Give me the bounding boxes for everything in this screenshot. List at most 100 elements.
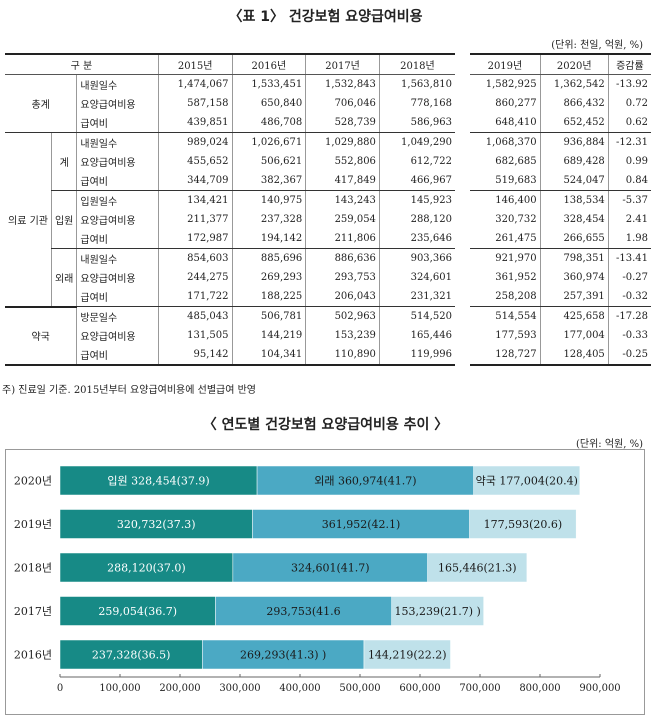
cell: 153,239: [305, 326, 380, 345]
bar-segment: [59, 639, 203, 670]
cell: 134,421: [157, 190, 233, 210]
table-row: 급여비 172,987 194,142 211,806 235,646 261,…: [5, 229, 651, 249]
cell: 320,732: [495, 214, 537, 225]
cell: 689,428: [539, 152, 609, 171]
cell: 1,582,925: [485, 79, 537, 90]
cell: 524,047: [539, 171, 609, 191]
x-tick-label: 100,000: [99, 683, 140, 694]
cell: 0.99: [607, 152, 651, 171]
cell: 1,532,843: [305, 74, 380, 94]
cell: -0.27: [607, 268, 651, 287]
data-label: 153,239(21.7) ): [394, 605, 480, 618]
chart-unit: (단위: 억원, %): [575, 439, 643, 450]
row-label: 요양급여비용: [76, 326, 159, 345]
row-label: 급여비: [76, 171, 159, 191]
cell: 235,646: [378, 229, 455, 249]
cell: -0.25: [607, 345, 651, 366]
bar-segment: [473, 465, 581, 496]
x-tick-label: 300,000: [219, 683, 260, 694]
cell: 382,367: [231, 171, 306, 191]
row-label: 내원일수: [76, 248, 159, 268]
x-tick-label: 400,000: [279, 683, 320, 694]
cost-table: 구 분 2015년 2016년 2017년 2018년 2019년 2020년 …: [5, 53, 651, 366]
subgroup-label: 입원: [50, 190, 77, 249]
cell: 439,851: [157, 113, 233, 133]
cell: 0.84: [607, 171, 651, 191]
bar-segment: [469, 509, 577, 539]
row-label: 요양급여비용: [76, 94, 159, 113]
header-year: 2015년: [157, 53, 233, 75]
row-label: 급여비: [76, 229, 159, 249]
cell: 903,366: [378, 248, 455, 268]
cell: 171,722: [157, 287, 233, 307]
x-tick-label: 900,000: [579, 683, 620, 694]
cell: 258,208: [470, 287, 541, 307]
cell: 172,987: [157, 229, 233, 249]
cell: 514,520: [378, 306, 455, 326]
cell: 324,601: [378, 268, 455, 287]
cell: 485,043: [157, 306, 233, 326]
cell: 211,806: [305, 229, 380, 249]
data-label: 320,732(37.3): [117, 518, 196, 531]
table-row: 약국 방문일수 485,043 506,781 502,963 514,520 …: [5, 305, 651, 366]
table-unit: (단위: 천일, 억원, %): [551, 40, 643, 51]
bar-segment: [59, 509, 253, 539]
cell: 1,026,671: [231, 132, 306, 152]
cell: 552,806: [305, 152, 380, 171]
header-year: 2018년: [378, 53, 455, 75]
cell: 360,974: [539, 268, 609, 287]
table-row: 급여비 344,709 382,367 417,849 466,967 519,…: [5, 171, 651, 191]
cell: 128,727: [470, 345, 541, 366]
table-row: 요양급여비용 587,158 650,840 706,046 778,168 8…: [5, 94, 651, 113]
cell: -5.37: [607, 190, 651, 210]
data-label: 324,601(41.7): [291, 562, 370, 575]
cell: 1,068,370: [485, 137, 537, 148]
cell: 921,970: [495, 253, 537, 264]
table-row: 급여비 95,142 104,341 110,890 119,996 128,7…: [5, 345, 651, 366]
row-label: 요양급여비용: [76, 152, 159, 171]
cell: 259,054: [305, 210, 380, 229]
cell: 854,603: [157, 248, 233, 268]
table-row: 급여비 439,851 486,708 528,739 586,963 648,…: [5, 113, 651, 133]
cell: 425,658: [539, 306, 609, 326]
cell: 648,410: [470, 113, 541, 133]
header-year: 2016년: [231, 53, 306, 75]
row-label: 방문일수: [76, 306, 159, 326]
bar-segment: [215, 596, 392, 626]
cell: 1,029,880: [305, 132, 380, 152]
cell: 194,142: [231, 229, 306, 249]
cell: 0.72: [607, 94, 651, 113]
cell: 519,683: [470, 171, 541, 191]
category-label: 2016년: [14, 649, 52, 662]
cell: 586,963: [378, 113, 455, 133]
table-row: 외래 내원일수 854,603 885,696 886,636 903,366 …: [5, 248, 651, 307]
x-tick-label: 0: [57, 683, 63, 694]
cell: 0.62: [607, 113, 651, 133]
cell: 1,533,451: [231, 74, 306, 94]
cell: 989,024: [157, 132, 233, 152]
cell: 455,652: [157, 152, 233, 171]
header-row: 구 분 2015년 2016년 2017년 2018년 2019년 2020년 …: [5, 53, 651, 75]
cell: 269,293: [231, 268, 306, 287]
cell: 104,341: [231, 345, 306, 366]
table-row: 요양급여비용 131,505 144,219 153,239 165,446 1…: [5, 326, 651, 345]
cell: 1,474,067: [157, 74, 233, 94]
bar-segment: [202, 639, 365, 670]
bar-segment: [59, 465, 258, 496]
cell: 138,534: [539, 190, 609, 210]
category-label: 2019년: [14, 518, 52, 531]
cell: 502,963: [305, 306, 380, 326]
data-label: 177,593(20.6): [484, 518, 563, 531]
cell: 110,890: [305, 345, 380, 366]
table-footnote: 주) 진료일 기준. 2015년부터 요양급여비용에 선별급여 반영: [2, 385, 257, 396]
cell: 798,351: [539, 248, 609, 268]
row-label: 내원일수: [76, 74, 159, 94]
bar-segment: [252, 509, 470, 539]
data-label: 약국 177,004(20.4): [476, 474, 578, 488]
cell: 211,377: [157, 210, 233, 229]
cell: 1,049,290: [378, 132, 455, 152]
cell: 188,225: [231, 287, 306, 307]
header-year: 2019년: [470, 53, 541, 75]
cell: 145,923: [378, 190, 455, 210]
cell: 344,709: [157, 171, 233, 191]
